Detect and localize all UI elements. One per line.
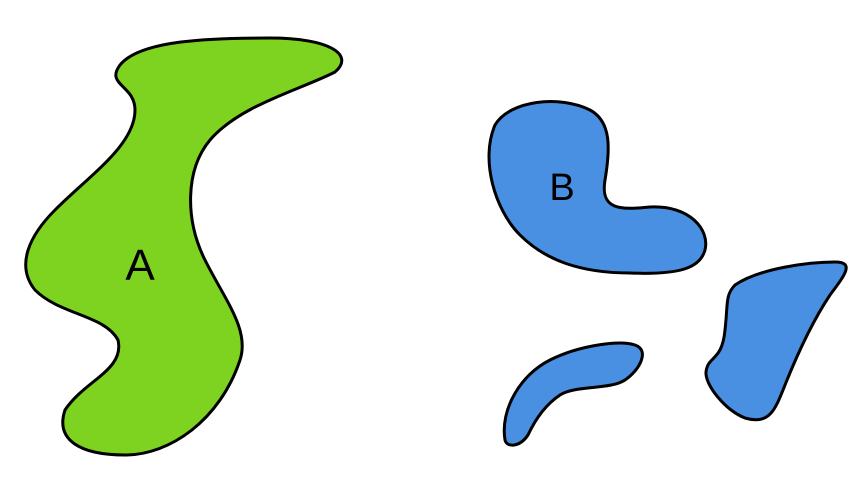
region-b-main-shape: [487, 100, 708, 275]
region-b-lower-left-shape: [502, 341, 644, 447]
region-b-label: B: [549, 167, 574, 209]
region-b: B: [487, 100, 848, 447]
region-b-right-shape: [704, 260, 848, 422]
region-a-label: A: [125, 241, 155, 290]
region-a: A: [24, 36, 344, 457]
region-a-shape: [24, 36, 344, 457]
